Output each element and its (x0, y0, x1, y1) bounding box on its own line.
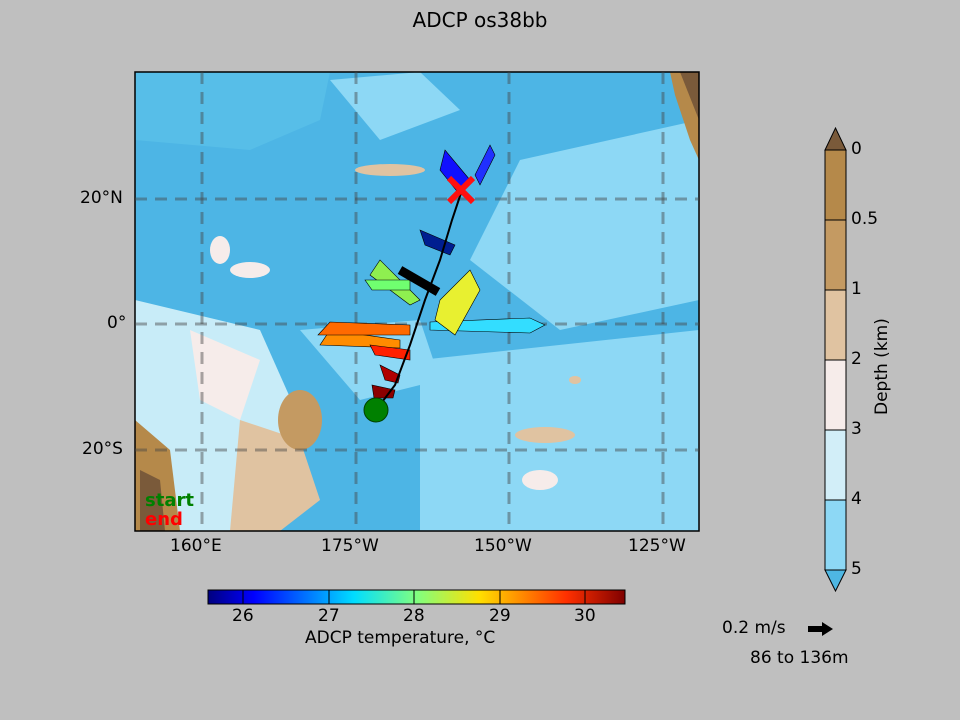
end-marker (446, 175, 476, 205)
temp-tick-30: 30 (574, 606, 596, 626)
graticule (135, 72, 699, 531)
track-segment-marker (397, 266, 441, 296)
temp-tick-28: 28 (403, 606, 425, 626)
chart-title: ADCP os38bb (412, 8, 548, 32)
lat-tick-0: 0° (107, 313, 127, 333)
temp-tick-29: 29 (489, 606, 511, 626)
legend-start: start (145, 490, 194, 511)
lon-tick-150W: 150°W (474, 536, 532, 556)
vector-navy-1 (419, 229, 456, 256)
reference-arrow (808, 622, 833, 636)
depth-tick-4: 4 (851, 489, 862, 509)
depth-tick-5: 5 (851, 559, 862, 579)
vector-red-2 (379, 364, 401, 384)
temperature-colorbar (207, 589, 626, 605)
reference-vector-speed: 0.2 m/s (722, 618, 786, 638)
reference-vector-depth: 86 to 136m (750, 648, 849, 668)
lon-tick-175W: 175°W (321, 536, 379, 556)
lon-tick-125W: 125°W (628, 536, 686, 556)
legend-end: end (145, 509, 183, 530)
vector-green-2 (364, 279, 411, 291)
depth-colorbar (824, 126, 847, 593)
current-vectors (317, 144, 546, 399)
start-marker (363, 397, 389, 423)
depth-tick-0-5: 0.5 (851, 209, 879, 229)
ship-track (375, 189, 463, 411)
temp-tick-26: 26 (232, 606, 254, 626)
vector-yellow-1 (434, 269, 481, 336)
depth-tick-1: 1 (851, 279, 862, 299)
lat-tick-20N: 20°N (80, 188, 123, 208)
temp-tick-27: 27 (318, 606, 340, 626)
depth-colorbar-label: Depth (km) (872, 318, 892, 415)
map-frame (134, 71, 700, 532)
lat-tick-20S: 20°S (82, 439, 123, 459)
depth-tick-0: 0 (851, 139, 862, 159)
vector-blue-2 (474, 144, 496, 186)
lon-tick-160E: 160°E (170, 536, 222, 556)
vector-red-1 (369, 344, 411, 361)
depth-tick-2: 2 (851, 349, 862, 369)
vector-orange-2 (317, 321, 411, 336)
temperature-colorbar-label: ADCP temperature, °C (305, 628, 496, 648)
depth-tick-3: 3 (851, 419, 862, 439)
